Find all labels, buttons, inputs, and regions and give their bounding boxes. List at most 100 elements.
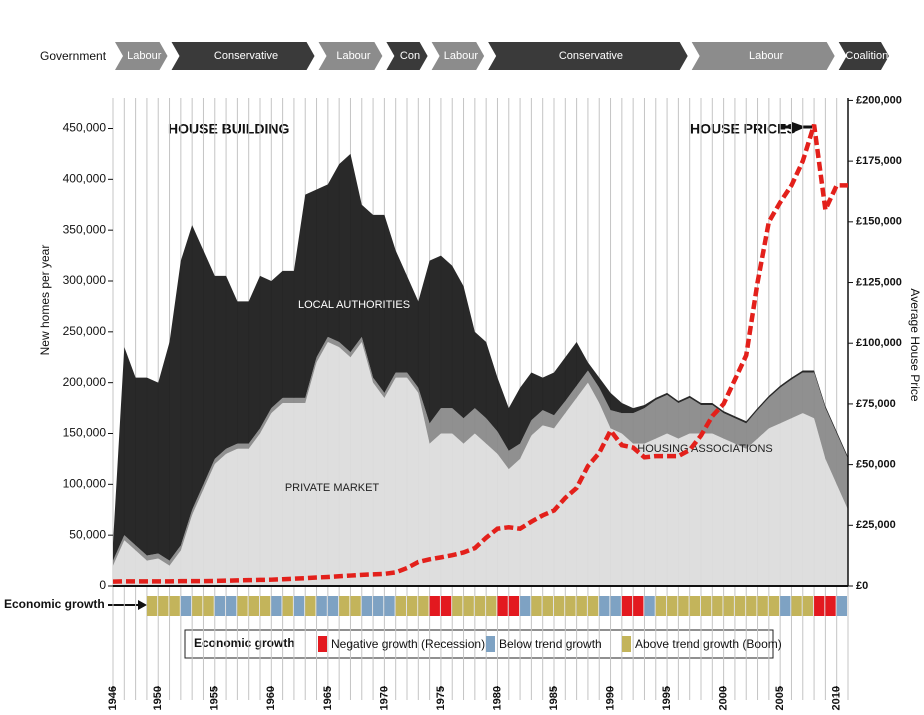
growth-cell	[746, 596, 757, 616]
growth-cell	[531, 596, 542, 616]
government-label: Labour	[444, 50, 479, 62]
growth-cell	[192, 596, 203, 616]
growth-cell	[565, 596, 576, 616]
y2-tick-label: £150,000	[856, 216, 902, 228]
government-segment	[838, 42, 889, 70]
government-label: Labour	[336, 50, 371, 62]
y-axis-label: New homes per year	[38, 245, 52, 356]
growth-cell	[327, 596, 339, 616]
legend-swatch	[318, 636, 327, 652]
government-label: Government	[40, 49, 107, 63]
y-tick-label: 300,000	[63, 273, 107, 287]
growth-cell	[780, 596, 791, 616]
growth-cell	[486, 596, 497, 616]
x-tick-label: 2005	[774, 686, 786, 710]
y-tick-label: 350,000	[63, 222, 107, 236]
price-line	[112, 124, 848, 584]
growth-cell	[542, 596, 553, 616]
growth-cell	[440, 596, 452, 616]
area-label: HOUSING ASSOCIATIONS	[637, 443, 773, 455]
y-tick-label: 150,000	[63, 426, 107, 440]
growth-cell	[271, 596, 282, 616]
growth-cell	[214, 596, 226, 616]
x-tick-label: 1980	[491, 686, 503, 710]
growth-cell	[689, 596, 700, 616]
x-tick-label: 1960	[265, 686, 277, 710]
growth-cell	[316, 596, 327, 616]
growth-cell	[678, 596, 689, 616]
growth-cell	[757, 596, 768, 616]
y-tick-label: 100,000	[63, 477, 107, 491]
growth-cell	[248, 596, 259, 616]
growth-cell	[384, 596, 395, 616]
x-tick-label: 1995	[661, 686, 673, 710]
government-label: Labour	[127, 50, 162, 62]
y2-tick-label: £50,000	[856, 459, 896, 471]
x-tick-label: 1955	[209, 686, 221, 710]
growth-cell	[180, 596, 192, 616]
growth-cell	[497, 596, 508, 616]
x-tick-label: 1985	[548, 686, 560, 710]
growth-cell	[791, 596, 802, 616]
growth-cell	[768, 596, 780, 616]
x-tick-label: 1970	[378, 686, 390, 710]
area-label: PRIVATE MARKET	[285, 482, 380, 494]
growth-cell	[712, 596, 723, 616]
growth-cell	[260, 596, 271, 616]
legend-label: Below trend growth	[499, 637, 602, 651]
y-tick-label: 250,000	[63, 324, 107, 338]
growth-cell	[576, 596, 587, 616]
arrow	[138, 600, 147, 610]
legend-swatch	[486, 636, 495, 652]
government-segment	[386, 42, 428, 70]
growth-cell	[146, 596, 158, 616]
growth-cell	[350, 596, 361, 616]
y-tick-label: 0	[99, 578, 106, 592]
growth-cell	[429, 596, 440, 616]
growth-cell	[644, 596, 655, 616]
government-label: Labour	[749, 50, 784, 62]
growth-cell	[452, 596, 463, 616]
chart-title: HOUSE BUILDING	[168, 121, 289, 137]
growth-cell	[520, 596, 531, 616]
growth-cell	[373, 596, 384, 616]
y-tick-label: 450,000	[63, 121, 107, 135]
government-label: Coalition	[845, 50, 888, 62]
growth-cell	[655, 596, 667, 616]
legend-swatch	[622, 636, 631, 652]
growth-cell	[667, 596, 678, 616]
growth-cell	[474, 596, 486, 616]
y2-tick-label: £200,000	[856, 94, 902, 106]
growth-cell	[802, 596, 814, 616]
area	[113, 153, 848, 561]
government-segment	[691, 42, 835, 70]
x-tick-label: 2010	[831, 686, 843, 710]
government-segment	[318, 42, 383, 70]
government-segment	[431, 42, 485, 70]
growth-cell	[305, 596, 316, 616]
growth-cell	[282, 596, 293, 616]
y2-tick-label: £100,000	[856, 337, 902, 349]
y2-axis-label: Average House Price	[908, 288, 922, 402]
growth-cell	[407, 596, 418, 616]
growth-cell	[554, 596, 565, 616]
legend-label: Above trend growth (Boom)	[635, 637, 782, 651]
legend-label: Negative growth (Recession)	[331, 637, 485, 651]
y2-tick-label: £25,000	[856, 519, 896, 531]
y-tick-label: 50,000	[69, 527, 106, 541]
government-label: Conservative	[559, 50, 623, 62]
growth-cell	[610, 596, 621, 616]
growth-cell	[825, 596, 836, 616]
growth-cell	[203, 596, 214, 616]
government-label: Con	[400, 50, 420, 62]
x-tick-label: 1965	[322, 686, 334, 710]
growth-cell	[599, 596, 610, 616]
x-tick-label: 1946	[107, 686, 119, 710]
growth-cell	[463, 596, 474, 616]
government-segment	[171, 42, 315, 70]
growth-cell	[587, 596, 599, 616]
growth-cell	[158, 596, 169, 616]
growth-label: Economic growth	[4, 597, 105, 611]
area-label: LOCAL AUTHORITIES	[298, 299, 410, 311]
